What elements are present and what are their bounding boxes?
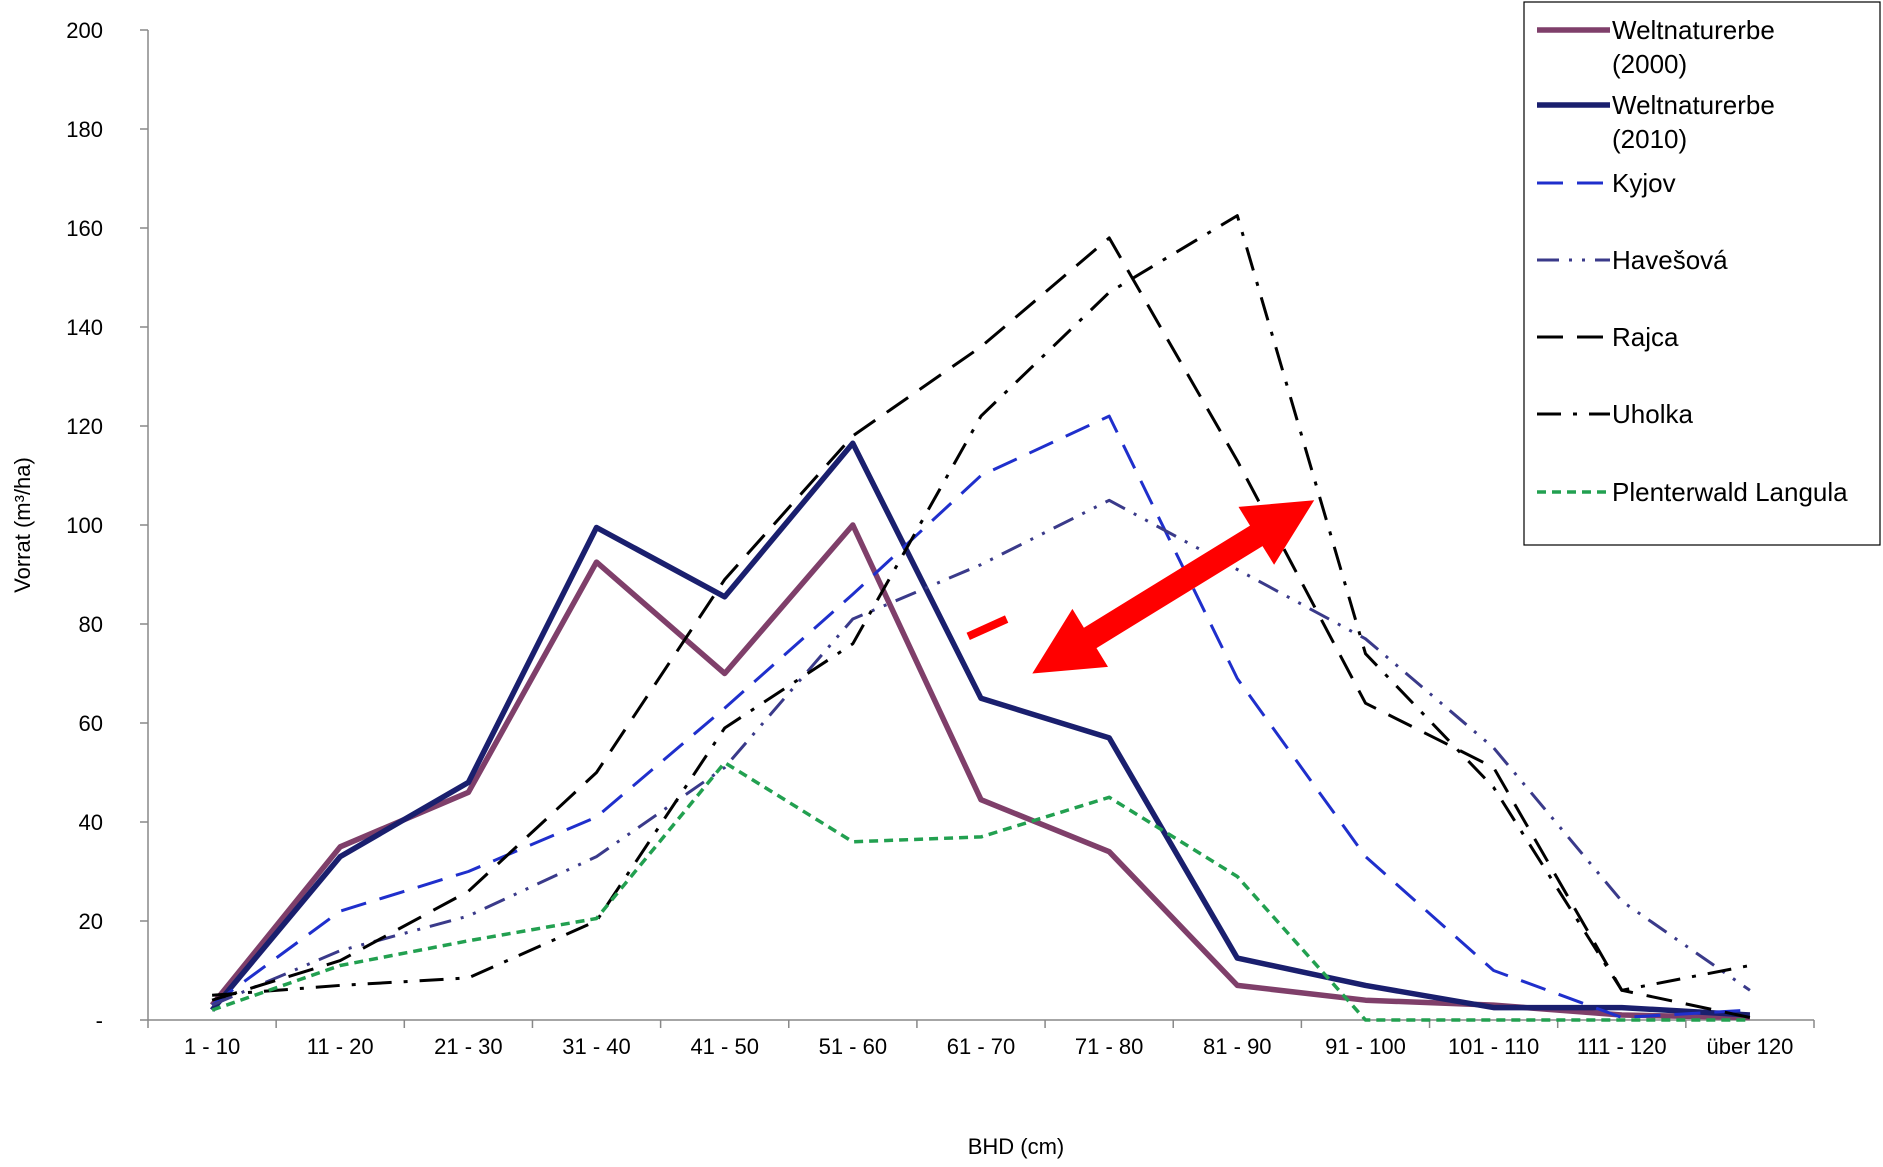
x-tick-label: 61 - 70 bbox=[947, 1034, 1016, 1059]
y-tick-label: 180 bbox=[66, 117, 103, 142]
red-marker-segment bbox=[966, 615, 1009, 641]
x-tick-label: über 120 bbox=[1706, 1034, 1793, 1059]
x-tick-label: 1 - 10 bbox=[184, 1034, 240, 1059]
y-tick-label: 140 bbox=[66, 315, 103, 340]
legend-box bbox=[1523, 1, 1881, 546]
y-tick-label: 160 bbox=[66, 216, 103, 241]
x-tick-label: 21 - 30 bbox=[434, 1034, 503, 1059]
x-tick-label: 41 - 50 bbox=[690, 1034, 759, 1059]
y-tick-label: 40 bbox=[79, 810, 103, 835]
legend-label-4: Havešová bbox=[1612, 245, 1728, 275]
annotations bbox=[966, 500, 1315, 674]
series-lines bbox=[209, 214, 1751, 1022]
legend-label-1: (2000) bbox=[1612, 49, 1687, 79]
legend-label-5: Rajca bbox=[1612, 322, 1679, 352]
legend-label-6: Uholka bbox=[1612, 399, 1693, 429]
y-ticks: - 20 40 60 80 100 120 140 160 180 200 bbox=[66, 18, 148, 1033]
legend-label-7: Plenterwald Langula bbox=[1612, 477, 1848, 507]
x-tick-label: 101 - 110 bbox=[1448, 1034, 1539, 1059]
legend-label-2: (2010) bbox=[1612, 124, 1687, 154]
x-ticks: 1 - 10 11 - 20 21 - 30 31 - 40 41 - 50 51 - 6… bbox=[147, 1020, 1815, 1059]
series-line-4 bbox=[211, 498, 1751, 1007]
series-line-2 bbox=[209, 440, 1751, 1018]
x-tick-label: 51 - 60 bbox=[819, 1034, 888, 1059]
x-tick-label: 81 - 90 bbox=[1203, 1034, 1272, 1059]
y-tick-label: 120 bbox=[66, 414, 103, 439]
y-axis-title: Vorrat (m³/ha) bbox=[10, 457, 35, 593]
y-tick-label: 200 bbox=[66, 18, 103, 43]
y-tick-label: 100 bbox=[66, 513, 103, 538]
legend-label-2: Weltnaturerbe bbox=[1612, 90, 1775, 120]
x-tick-label: 11 - 20 bbox=[307, 1034, 374, 1059]
x-tick-label: 71 - 80 bbox=[1075, 1034, 1144, 1059]
series-line-7 bbox=[211, 760, 1750, 1022]
x-tick-label: 31 - 40 bbox=[562, 1034, 631, 1059]
series-line-3 bbox=[211, 414, 1750, 1019]
legend-label-1: Weltnaturerbe bbox=[1612, 15, 1775, 45]
legend: Weltnaturerbe (2000) Weltnaturerbe (2010) Ky… bbox=[1523, 1, 1881, 546]
y-tick-label: - bbox=[96, 1008, 103, 1033]
legend-label-3: Kyjov bbox=[1612, 168, 1676, 198]
y-tick-label: 80 bbox=[79, 612, 103, 637]
red-double-arrow bbox=[1032, 500, 1315, 674]
series-line-1 bbox=[209, 522, 1750, 1021]
series-line-6 bbox=[211, 214, 1751, 997]
y-tick-label: 60 bbox=[79, 711, 103, 736]
x-tick-label: 111 - 120 bbox=[1577, 1034, 1667, 1059]
y-tick-label: 20 bbox=[79, 909, 103, 934]
x-tick-label: 91 - 100 bbox=[1325, 1034, 1406, 1059]
x-axis-title: BHD (cm) bbox=[968, 1134, 1065, 1159]
